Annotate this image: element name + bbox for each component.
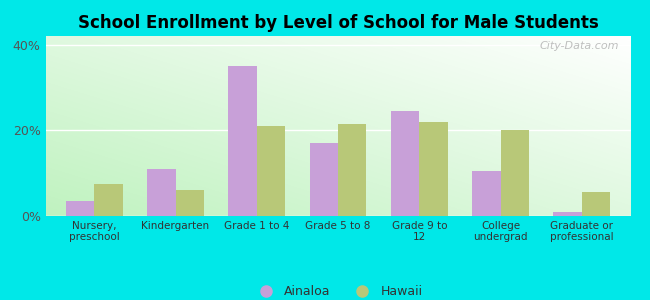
Bar: [257, 126, 285, 216]
Bar: [472, 171, 500, 216]
Title: School Enrollment by Level of School for Male Students: School Enrollment by Level of School for…: [77, 14, 599, 32]
Bar: [338, 124, 367, 216]
Bar: [500, 130, 529, 216]
Bar: [228, 66, 257, 216]
Bar: [94, 184, 123, 216]
Bar: [419, 122, 448, 216]
Bar: [147, 169, 176, 216]
Bar: [582, 192, 610, 216]
Bar: [66, 201, 94, 216]
Bar: [553, 212, 582, 216]
Legend: Ainaloa, Hawaii: Ainaloa, Hawaii: [248, 280, 428, 300]
Bar: [309, 143, 338, 216]
Text: City-Data.com: City-Data.com: [540, 41, 619, 51]
Bar: [391, 111, 419, 216]
Bar: [176, 190, 204, 216]
